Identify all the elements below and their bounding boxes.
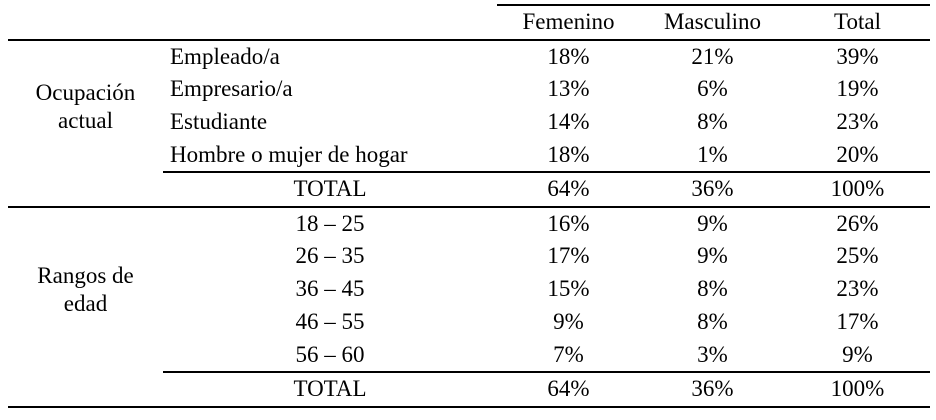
row-label: 26 – 35 xyxy=(295,243,365,269)
cell-femenino: 7% xyxy=(497,339,640,373)
cell-femenino: 64% xyxy=(497,372,640,408)
cell-total: 26% xyxy=(836,210,879,236)
header-row: Femenino Masculino Total xyxy=(8,4,930,41)
cell-total: 20% xyxy=(785,139,930,173)
total-label: TOTAL xyxy=(163,372,497,408)
cell-total: 100% xyxy=(785,172,930,208)
total-label: TOTAL xyxy=(163,172,497,208)
row-label: Estudiante xyxy=(170,109,268,135)
table-row: Estudiante 14% 8% 23% xyxy=(8,106,930,139)
group-label-line1: Rangos de xyxy=(37,263,134,289)
total-spacer-cell xyxy=(8,372,163,408)
cell-total: 23% xyxy=(836,109,879,135)
cell-masculino: 8% xyxy=(697,109,728,135)
cell-masculino: 8% xyxy=(697,309,728,335)
crosstab-table: Femenino Masculino Total Ocupación actua… xyxy=(8,4,930,408)
cell-masculino: 3% xyxy=(640,339,785,373)
cell-femenino: 16% xyxy=(547,210,590,236)
cell-femenino: 9% xyxy=(553,309,584,335)
cell-total: 17% xyxy=(836,309,879,335)
table-row: 36 – 45 15% 8% 23% xyxy=(8,273,930,306)
cell-total: 23% xyxy=(836,276,879,302)
table-row: Hombre o mujer de hogar 18% 1% 20% xyxy=(8,139,930,173)
header-spacer-cell xyxy=(8,5,497,41)
cell-total: 25% xyxy=(836,243,879,269)
group-label-line2: edad xyxy=(63,291,108,316)
cell-total: 100% xyxy=(785,372,930,408)
cell-femenino: 18% xyxy=(497,139,640,173)
cell-femenino: 14% xyxy=(547,109,590,135)
cell-femenino: 17% xyxy=(547,243,590,269)
column-header-masculino: Masculino xyxy=(640,4,785,41)
group-label-rangos-de-edad: Rangos de edad xyxy=(8,207,163,372)
group-label-line2: actual xyxy=(58,107,113,133)
group-label-ocupacion-actual: Ocupación actual xyxy=(8,40,163,172)
cell-masculino: 1% xyxy=(640,139,785,173)
cell-total: 39% xyxy=(836,43,879,69)
table-row: 26 – 35 17% 9% 25% xyxy=(8,240,930,273)
cell-masculino: 6% xyxy=(697,76,728,102)
cell-femenino: 18% xyxy=(547,43,590,69)
cell-masculino: 36% xyxy=(640,172,785,208)
table-row: Rangos de edad 18 – 25 16% 9% 26% xyxy=(8,207,930,316)
cell-masculino: 8% xyxy=(697,276,728,302)
row-label: 56 – 60 xyxy=(163,339,497,373)
cell-femenino: 13% xyxy=(547,76,590,102)
row-label: Hombre o mujer de hogar xyxy=(163,139,497,173)
table-row: 56 – 60 7% 3% 9% xyxy=(8,339,930,373)
row-label: Empleado/a xyxy=(170,43,280,69)
cell-masculino: 9% xyxy=(697,243,728,269)
section-total-row: TOTAL 64% 36% 100% xyxy=(8,372,930,408)
cell-total: 9% xyxy=(785,339,930,373)
group-label-line1: Ocupación xyxy=(35,79,136,105)
row-label: 36 – 45 xyxy=(295,276,365,302)
column-header-femenino: Femenino xyxy=(497,4,640,41)
row-label: Empresario/a xyxy=(170,76,293,102)
table-row: Empresario/a 13% 6% 19% xyxy=(8,73,930,106)
cell-total: 19% xyxy=(836,76,879,102)
table-row: 46 – 55 9% 8% 17% xyxy=(8,306,930,339)
row-label: 18 – 25 xyxy=(295,210,365,236)
table-row: Ocupación actual Empleado/a 18% 21% 39% xyxy=(8,40,930,132)
cell-femenino: 15% xyxy=(547,276,590,302)
cell-masculino: 9% xyxy=(697,210,728,236)
section-total-row: TOTAL 64% 36% 100% xyxy=(8,172,930,208)
total-spacer-cell xyxy=(8,172,163,208)
cell-femenino: 64% xyxy=(497,172,640,208)
column-header-total: Total xyxy=(785,4,930,41)
cell-masculino: 36% xyxy=(640,372,785,408)
row-label: 46 – 55 xyxy=(295,309,365,335)
cell-masculino: 21% xyxy=(691,43,734,69)
